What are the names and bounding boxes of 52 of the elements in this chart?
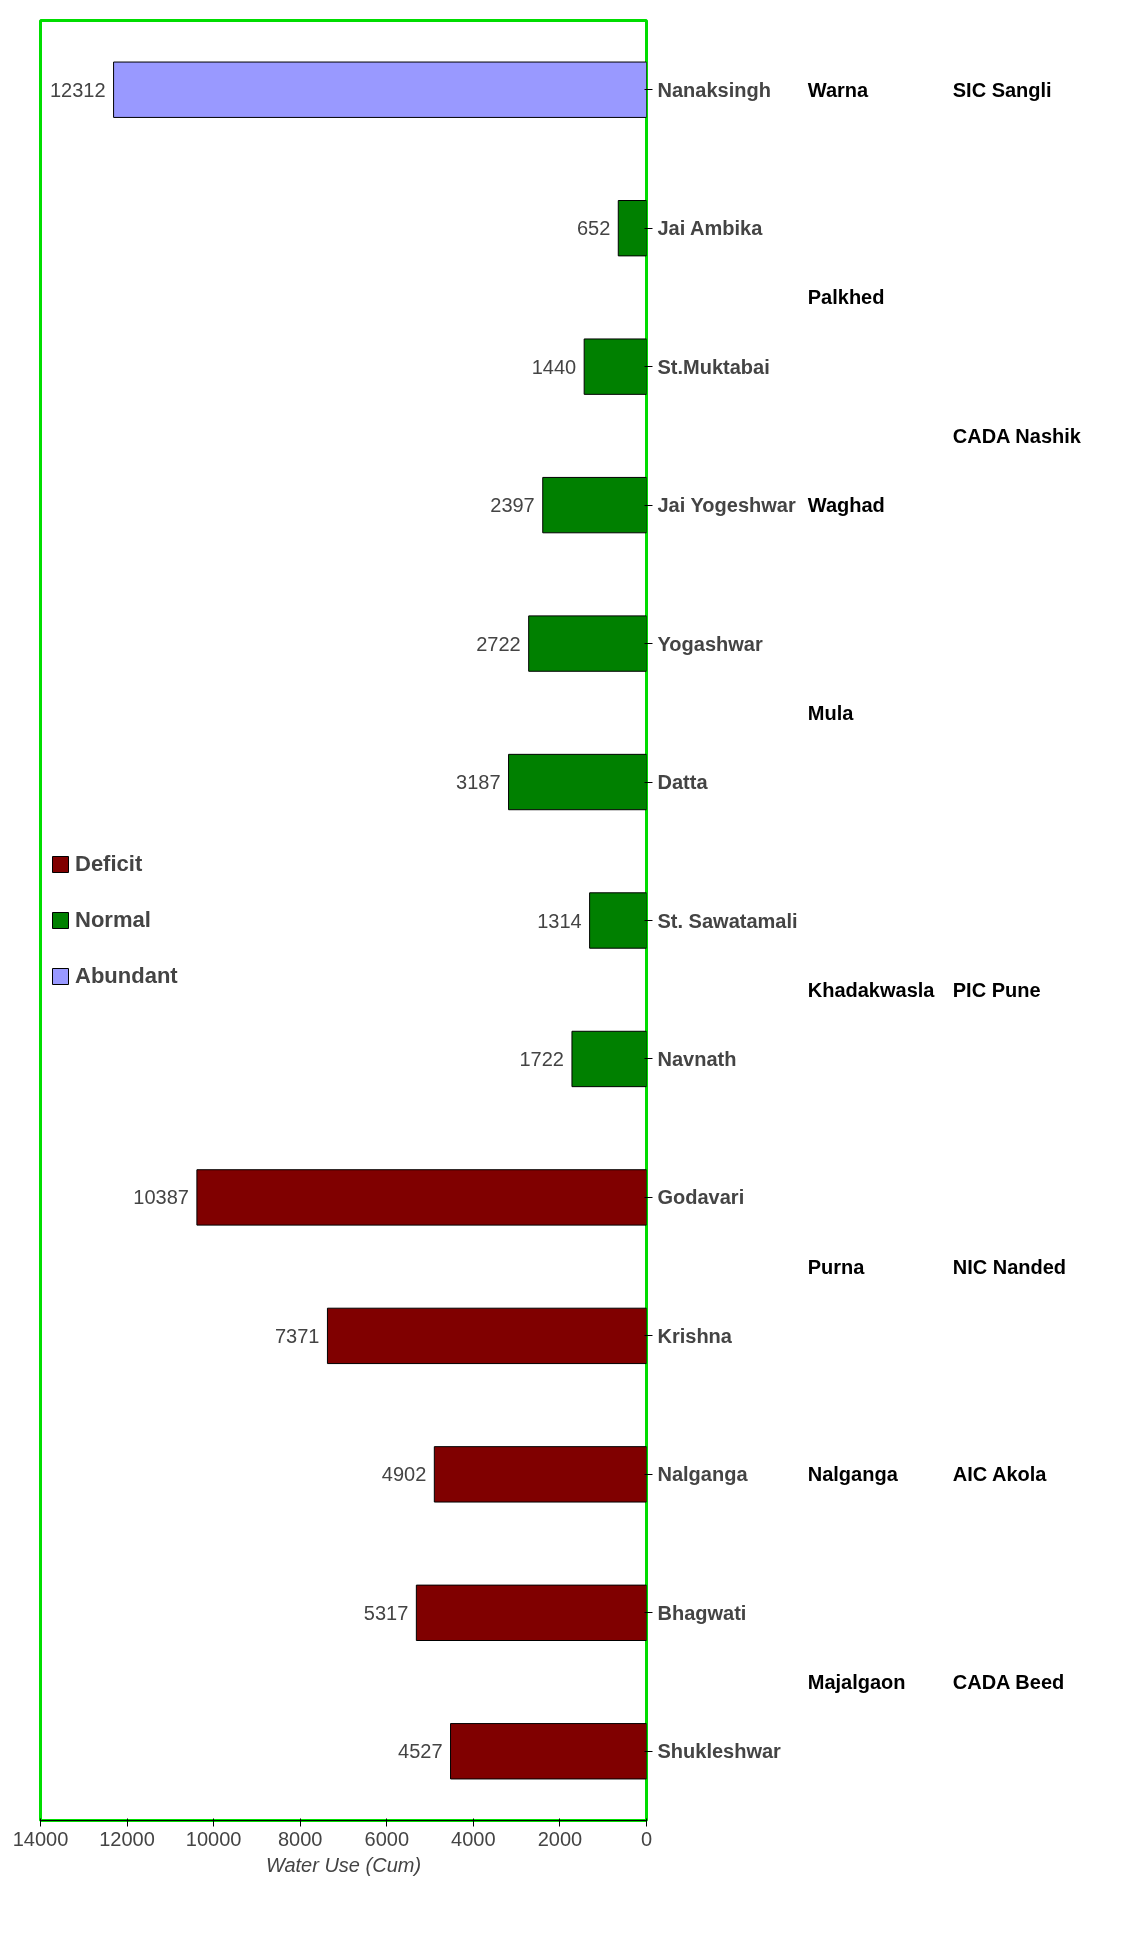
x-tick-label: 10000 [185, 1827, 242, 1850]
y-tick-label: St. Sawatamali [657, 909, 798, 932]
text: Khadakwasla [807, 978, 936, 1001]
legend-label: Abundant [75, 963, 178, 989]
data-label: 3187 [456, 771, 501, 794]
data-label: 4527 [398, 1740, 443, 1763]
text: Palkhed [807, 286, 885, 309]
data-label: 10387 [133, 1186, 189, 1209]
data-label: 1722 [519, 1047, 564, 1070]
text: CADA Nashik [952, 424, 1082, 447]
text: Mula [807, 701, 855, 724]
y-tick-label: Krishna [657, 1324, 733, 1347]
y-tick-label: Navnath [657, 1047, 737, 1070]
y-tick-label: Jai Ambika [657, 217, 764, 240]
y-tick-label: Godavari [657, 1186, 745, 1209]
x-tick-label: 0 [640, 1827, 653, 1850]
y-tick-label: Shukleshwar [657, 1740, 782, 1763]
x-tick-label: 8000 [277, 1827, 323, 1850]
text: PIC Pune [952, 978, 1041, 1001]
text: Warna [807, 78, 870, 101]
y-tick-label: Bhagwati [657, 1601, 747, 1624]
text: Majalgaon [807, 1671, 906, 1694]
data-label: 1314 [537, 909, 582, 932]
data-label: 1440 [531, 355, 577, 378]
data-label: 652 [576, 217, 611, 240]
x-tick-label: 6000 [364, 1827, 410, 1850]
x-tick-label: 4000 [451, 1827, 496, 1850]
y-tick-label: Yogashwar [657, 632, 763, 655]
x-tick-label: 12000 [99, 1827, 155, 1850]
x-tick-label: 14000 [12, 1827, 69, 1850]
data-label: 4902 [381, 1463, 427, 1486]
text: AIC Akola [952, 1463, 1048, 1486]
y-tick-label: Nalganga [657, 1463, 749, 1486]
y-tick-label: Jai Yogeshwar [657, 494, 796, 517]
data-label: 12312 [49, 78, 106, 101]
legend-label: Deficit [75, 851, 143, 877]
x-tick-label: 2000 [537, 1827, 583, 1850]
y-tick-label: Nanaksingh [657, 78, 771, 101]
y-tick-label: Datta [657, 771, 709, 794]
data-label: 2722 [476, 632, 521, 655]
text: SIC Sangli [952, 78, 1052, 101]
text: NIC Nanded [952, 1255, 1067, 1278]
text: Waghad [807, 494, 885, 517]
text: Purna [807, 1255, 866, 1278]
data-label: 7371 [274, 1324, 320, 1347]
x-axis-title: Water Use (Cum) [265, 1853, 422, 1876]
legend-label: Normal [75, 907, 151, 933]
data-label: 2397 [490, 494, 535, 517]
text: Nalganga [807, 1463, 899, 1486]
data-label: 5317 [363, 1601, 409, 1624]
text: CADA Beed [952, 1671, 1065, 1694]
y-tick-label: St.Muktabai [657, 355, 770, 378]
